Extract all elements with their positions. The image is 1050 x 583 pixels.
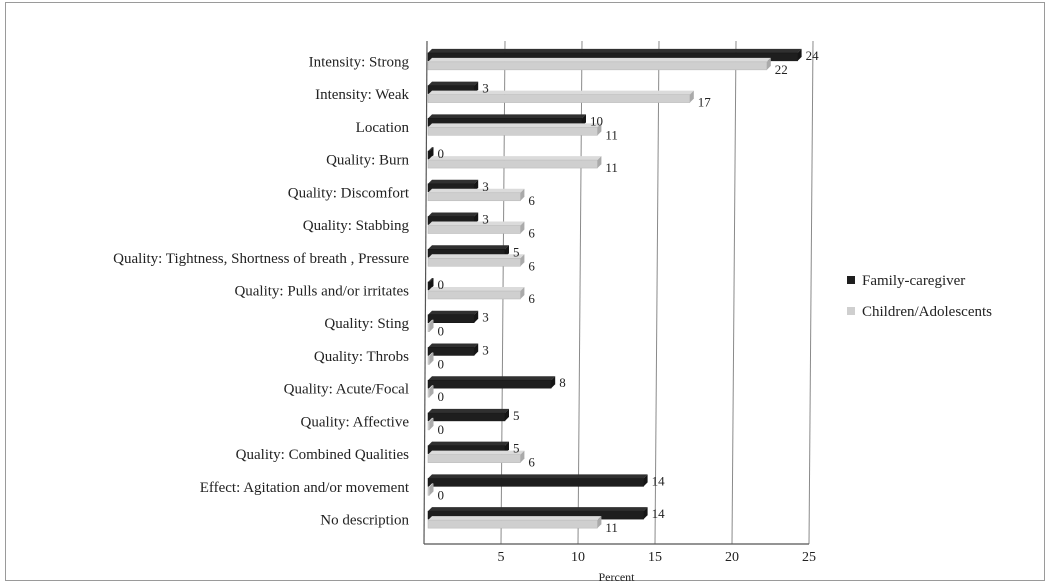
legend-label: Family-caregiver: [862, 273, 965, 289]
data-label: 14: [652, 506, 666, 521]
data-label: 14: [652, 473, 666, 488]
data-label: 0: [438, 487, 445, 502]
data-label: 5: [513, 408, 520, 423]
category-label: Quality: Stabbing: [303, 218, 410, 234]
legend-swatch: [847, 276, 855, 284]
gridline-15: [654, 40, 660, 545]
bar-children-adolescents: [427, 188, 525, 202]
x-tick-label: 15: [648, 550, 662, 565]
bar-family-caregiver: [427, 147, 434, 160]
data-label: 0: [438, 277, 445, 292]
bar-family-caregiver: [427, 48, 802, 62]
data-label: 3: [482, 342, 489, 357]
bar-family-caregiver: [427, 179, 479, 193]
x-tick-label: 10: [571, 550, 585, 565]
data-label: 6: [528, 226, 535, 241]
tick-labels: 5 10 15 20 25: [498, 550, 817, 565]
bar-children-adolescents: [427, 319, 434, 332]
category-label: Quality: Burn: [326, 153, 409, 169]
bar-children-adolescents: [427, 254, 525, 267]
category-label: Quality: Pulls and/or irritates: [234, 284, 409, 300]
category-label: Quality: Affective: [301, 414, 410, 430]
category-label: Intensity: Strong: [309, 54, 410, 70]
axis: [423, 40, 809, 545]
data-label: 6: [528, 455, 535, 470]
category-label: Quality: Acute/Focal: [284, 382, 409, 398]
bar-children-adolescents: [427, 221, 525, 234]
legend: Family-caregiver Children/Adolescents: [847, 273, 992, 320]
data-label: 3: [482, 310, 489, 325]
bar-children-adolescents: [427, 516, 602, 529]
data-label: 22: [775, 62, 788, 77]
data-label: 5: [513, 441, 520, 456]
x-tick-label: 20: [725, 550, 739, 565]
bar-children-adolescents: [427, 156, 602, 169]
bar-children-adolescents: [427, 287, 525, 300]
y-axis-line: [423, 40, 428, 545]
x-tick-label: 25: [802, 550, 816, 565]
category-label: Location: [356, 120, 410, 136]
bar-children-adolescents: [427, 352, 434, 365]
bar-family-caregiver: [427, 408, 509, 422]
category-label: Quality: Sting: [324, 316, 409, 332]
category-label: Quality: Combined Qualities: [236, 447, 409, 463]
x-axis-title: Percent: [599, 570, 636, 583]
data-label: 0: [438, 389, 445, 404]
gridline-20: [731, 40, 737, 545]
bar-family-caregiver: [427, 310, 479, 323]
bar-family-caregiver: [427, 376, 556, 389]
bar-children-adolescents: [427, 450, 525, 463]
data-label: 6: [528, 193, 535, 208]
bars: [427, 48, 802, 529]
bar-family-caregiver: [427, 114, 586, 127]
category-label: Quality: Throbs: [314, 349, 409, 365]
category-label: Intensity: Weak: [315, 87, 409, 103]
bar-children-adolescents: [427, 90, 694, 103]
data-label: 11: [605, 127, 618, 142]
category-labels: Intensity: Strong Intensity: Weak Location…: [113, 54, 410, 528]
category-label: Effect: Agitation and/or movement: [200, 480, 410, 496]
legend-swatch: [847, 307, 855, 315]
category-label: No description: [320, 513, 409, 529]
category-label: Quality: Tightness, Shortness of breath …: [113, 251, 409, 267]
data-label: 11: [605, 160, 618, 175]
data-label: 0: [438, 146, 445, 161]
x-tick-label: 5: [498, 550, 505, 565]
data-label: 8: [559, 375, 566, 390]
data-label: 3: [482, 81, 489, 96]
data-label: 0: [438, 324, 445, 339]
data-label: 24: [806, 48, 820, 63]
data-label: 17: [698, 95, 712, 110]
bar-family-caregiver: [427, 343, 479, 356]
bar-family-caregiver: [427, 474, 648, 487]
data-label: 6: [528, 291, 535, 306]
data-label: 3: [482, 179, 489, 194]
data-label: 10: [590, 113, 603, 128]
data-label: 5: [513, 244, 520, 259]
data-label: 0: [438, 422, 445, 437]
data-label: 6: [528, 258, 535, 273]
bar-children-adolescents: [427, 385, 434, 398]
data-label: 0: [438, 356, 445, 371]
bar-children-adolescents: [427, 483, 434, 496]
data-label: 11: [605, 520, 618, 535]
gridline-25: [808, 40, 814, 545]
legend-label: Children/Adolescents: [862, 304, 992, 320]
bar-children-adolescents: [427, 57, 771, 71]
data-label: 3: [482, 212, 489, 227]
bar-children-adolescents: [427, 123, 602, 136]
bar-children-adolescents: [427, 417, 434, 431]
category-label: Quality: Discomfort: [288, 185, 410, 201]
